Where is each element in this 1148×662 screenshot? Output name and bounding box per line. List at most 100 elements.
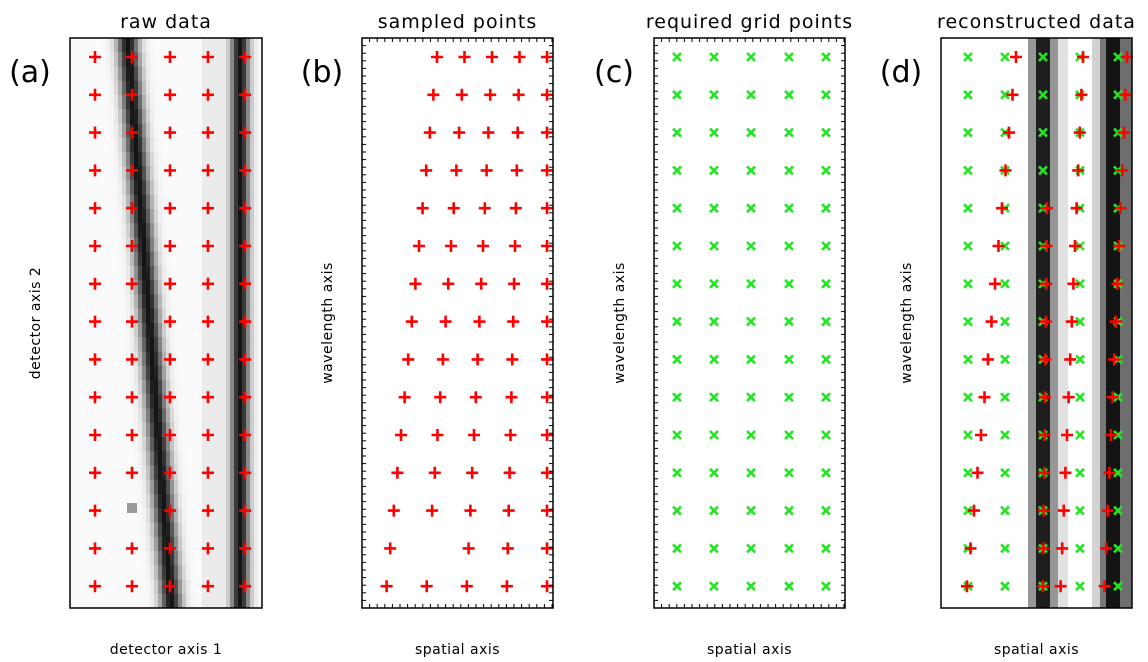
sample-point <box>512 127 524 139</box>
pixel <box>210 209 215 224</box>
pixel <box>206 181 211 196</box>
pixel <box>182 323 187 338</box>
pixel <box>178 181 183 196</box>
pixel <box>178 223 183 238</box>
pixel <box>178 166 183 181</box>
pixel <box>178 494 183 509</box>
pixel <box>102 181 107 196</box>
pixel <box>78 109 83 124</box>
pixel <box>198 580 203 595</box>
pixel <box>130 523 135 538</box>
pixel <box>246 52 251 67</box>
pixel <box>234 209 239 224</box>
pixel <box>74 352 79 367</box>
grid-point <box>1001 431 1009 439</box>
sample-point <box>437 353 449 365</box>
pixel <box>146 152 151 167</box>
pixel <box>138 223 143 238</box>
pixel <box>174 451 179 466</box>
pixel <box>106 95 111 110</box>
grid-point <box>964 91 972 99</box>
pixel <box>74 95 79 110</box>
pixel <box>166 480 171 495</box>
pixel <box>154 166 159 181</box>
sample-point <box>442 278 454 290</box>
pixel <box>74 295 79 310</box>
grid-point <box>1001 53 1009 61</box>
pixel <box>198 494 203 509</box>
pixel <box>254 337 259 352</box>
pixel <box>138 437 143 452</box>
pixel <box>226 323 231 338</box>
pixel <box>122 565 127 580</box>
pixel <box>190 394 195 409</box>
pixel <box>110 423 115 438</box>
pixel <box>218 238 223 253</box>
pixel <box>250 494 255 509</box>
pixel <box>254 537 259 552</box>
sample-point <box>468 429 480 441</box>
pixel <box>178 551 183 566</box>
pixel <box>150 409 155 424</box>
pixel <box>166 181 171 196</box>
pixel <box>98 38 103 53</box>
pixel <box>98 138 103 153</box>
pixel <box>102 508 107 523</box>
grid-point <box>1076 507 1084 515</box>
pixel <box>130 451 135 466</box>
pixel <box>142 565 147 580</box>
sample-point <box>417 202 429 214</box>
pixel <box>94 594 99 609</box>
pixel <box>110 323 115 338</box>
pixel <box>118 209 123 224</box>
pixel <box>82 551 87 566</box>
sample-point <box>502 542 514 554</box>
pixel <box>158 466 163 481</box>
pixel <box>234 551 239 566</box>
pixel <box>90 109 95 124</box>
sample-point <box>513 89 525 101</box>
pixel <box>190 409 195 424</box>
pixel <box>234 52 239 67</box>
pixel <box>158 309 163 324</box>
pixel <box>146 494 151 509</box>
pixel <box>154 337 159 352</box>
pixel <box>178 52 183 67</box>
pixel <box>238 295 243 310</box>
pixel <box>126 67 131 82</box>
pixel <box>126 223 131 238</box>
pixel <box>154 109 159 124</box>
pixel <box>154 152 159 167</box>
pixel <box>218 181 223 196</box>
pixel <box>182 380 187 395</box>
pixel <box>162 138 167 153</box>
pixel <box>98 152 103 167</box>
pixel <box>222 409 227 424</box>
pixel <box>170 451 175 466</box>
pixel <box>122 352 127 367</box>
pixel <box>250 451 255 466</box>
pixel <box>214 494 219 509</box>
pixel <box>222 594 227 609</box>
pixel <box>142 138 147 153</box>
pixel <box>246 594 251 609</box>
pixel <box>118 394 123 409</box>
pixel <box>210 166 215 181</box>
pixel <box>138 181 143 196</box>
pixel <box>146 565 151 580</box>
pixel <box>194 352 199 367</box>
pixel <box>90 523 95 538</box>
pixel <box>106 266 111 281</box>
pixel <box>102 466 107 481</box>
pixel <box>114 594 119 609</box>
sample-point <box>972 467 984 479</box>
pixel <box>74 81 79 96</box>
grid-point <box>785 91 793 99</box>
pixel <box>94 109 99 124</box>
pixel <box>122 223 127 238</box>
pixel <box>210 95 215 110</box>
grid-point <box>673 280 681 288</box>
pixel <box>254 523 259 538</box>
pixel <box>230 580 235 595</box>
pixel <box>198 124 203 139</box>
